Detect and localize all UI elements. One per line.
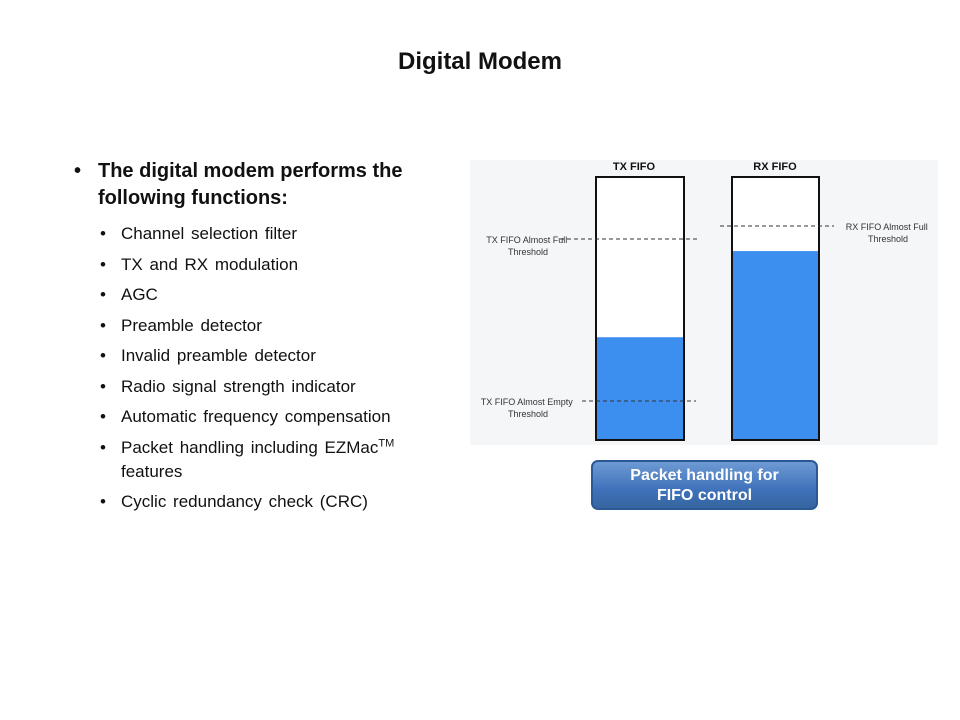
rx-fifo-title: RX FIFO (753, 161, 797, 173)
tx-fifo-title: TX FIFO (613, 161, 656, 173)
tx-fifo-fill (597, 337, 683, 439)
diagram-background (470, 160, 938, 445)
sub-bullet: • Channel selection filter (100, 224, 297, 243)
slide-title: Digital Modem (397, 48, 562, 75)
rx-fifo-fill (733, 251, 818, 439)
sub-bullet: • Preamble detector (100, 315, 262, 335)
sub-bullet-list: • Channel selection filter • TX and RX mod… (74, 222, 474, 514)
trademark-sup: TM (378, 436, 395, 449)
main-bullet: • The digital modem performs the followi… (74, 158, 474, 212)
packet-handling-button[interactable]: Packet handling for FIFO control (591, 460, 818, 510)
sub-bullet: • Cyclic redundancy check (CRC) (100, 492, 368, 511)
fifo-diagram: TX FIFO RX FIFO TX FIFO Almost Full Thre… (470, 160, 938, 445)
bullet-list: • The digital modem performs the followi… (74, 158, 474, 521)
rx-almost-full-label: RX FIFO Almost Full Threshold (846, 222, 931, 244)
main-bullet-text: The digital modem performs the following… (98, 160, 403, 209)
bullet-dot: • (74, 160, 82, 182)
sub-bullet: • Automatic frequency compensation (100, 407, 391, 426)
sub-bullet-ezmac: • Packet handling including EZMacTM featur… (100, 436, 395, 481)
tx-almost-full-label: TX FIFO Almost Full Threshold (486, 235, 570, 257)
sub-bullet: • Invalid preamble detector (100, 346, 316, 365)
tx-almost-empty-label: TX FIFO Almost Empty Threshold (481, 397, 576, 419)
sub-bullet: • TX and RX modulation (100, 254, 299, 274)
packet-button-line-2: FIFO control (656, 487, 753, 504)
sub-bullet: • Radio signal strength indicator (100, 376, 356, 396)
packet-button-line-1: Packet handling for (630, 467, 779, 484)
sub-bullet: • AGC (100, 285, 158, 304)
